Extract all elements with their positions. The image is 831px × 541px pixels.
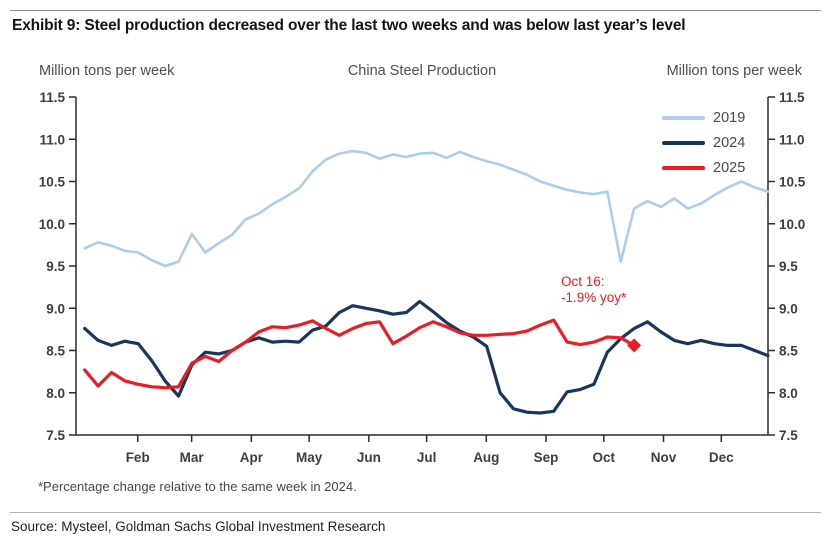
series-line-2025 — [83, 318, 636, 390]
y-tick-label-left: 9.0 — [46, 301, 65, 316]
y-tick-label-left: 7.5 — [46, 428, 65, 443]
x-tick-label: Apr — [240, 450, 264, 465]
legend-row-2025: 2025 — [662, 155, 745, 180]
x-tick-label: Sep — [534, 450, 559, 465]
y-tick-label-left: 9.5 — [46, 259, 65, 274]
legend-line-swatch-2019 — [662, 115, 705, 120]
series-line-2024 — [83, 299, 770, 415]
annotation-line-2: -1.9% yoy* — [561, 290, 627, 305]
y-tick-label-right: 9.0 — [779, 301, 798, 316]
y-tick-label-right: 10.0 — [779, 217, 805, 232]
legend-label-2025: 2025 — [713, 159, 746, 176]
source-line: Source: Mysteel, Goldman Sachs Global In… — [11, 519, 386, 534]
x-tick-label: Aug — [473, 450, 499, 465]
series-line-2019 — [83, 149, 770, 268]
y-tick-label-right: 8.5 — [779, 344, 798, 359]
x-tick-label: May — [296, 450, 323, 465]
y-tick-label-left: 11.5 — [39, 90, 65, 105]
legend-label-2024: 2024 — [713, 134, 746, 151]
x-tick-label: Oct — [593, 450, 616, 465]
legend-row-2024: 2024 — [662, 130, 745, 155]
y-tick-label-left: 8.5 — [46, 344, 65, 359]
y-axis-unit-label-left: Million tons per week — [39, 63, 175, 79]
y-tick-label-left: 8.0 — [46, 386, 65, 401]
bottom-divider — [10, 512, 821, 513]
y-tick-label-right: 7.5 — [779, 428, 798, 443]
x-tick-label: Jul — [417, 450, 437, 465]
y-tick-label-right: 11.5 — [779, 90, 805, 105]
top-divider — [10, 10, 821, 11]
x-tick-label: Dec — [709, 450, 734, 465]
y-tick-label-right: 8.0 — [779, 386, 798, 401]
latest-point-diamond-marker — [627, 338, 642, 353]
y-tick-label-left: 10.5 — [39, 175, 66, 190]
y-tick-label-left: 10.0 — [39, 217, 65, 232]
x-tick-label: Mar — [180, 450, 205, 465]
annotation-line-1: Oct 16: — [561, 274, 605, 289]
footnote: *Percentage change relative to the same … — [38, 479, 357, 494]
exhibit-title: Exhibit 9: Steel production decreased ov… — [12, 17, 686, 34]
y-tick-label-right: 10.5 — [779, 175, 806, 190]
x-tick-label: Nov — [651, 450, 677, 465]
x-tick-label: Jun — [357, 450, 381, 465]
legend-label-2019: 2019 — [713, 109, 746, 126]
legend-line-swatch-2025 — [662, 165, 705, 170]
chart-legend: 2019 2024 2025 — [662, 105, 745, 180]
annotation-oct16: Oct 16: -1.9% yoy* — [561, 274, 626, 306]
y-tick-label-right: 9.5 — [779, 259, 798, 274]
legend-line-swatch-2024 — [662, 140, 705, 145]
y-axis-unit-label-right: Million tons per week — [666, 63, 802, 79]
y-tick-label-right: 11.0 — [779, 132, 805, 147]
legend-row-2019: 2019 — [662, 105, 745, 130]
chart-title: China Steel Production — [347, 63, 497, 79]
x-tick-label: Feb — [126, 450, 150, 465]
y-tick-label-left: 11.0 — [39, 132, 65, 147]
